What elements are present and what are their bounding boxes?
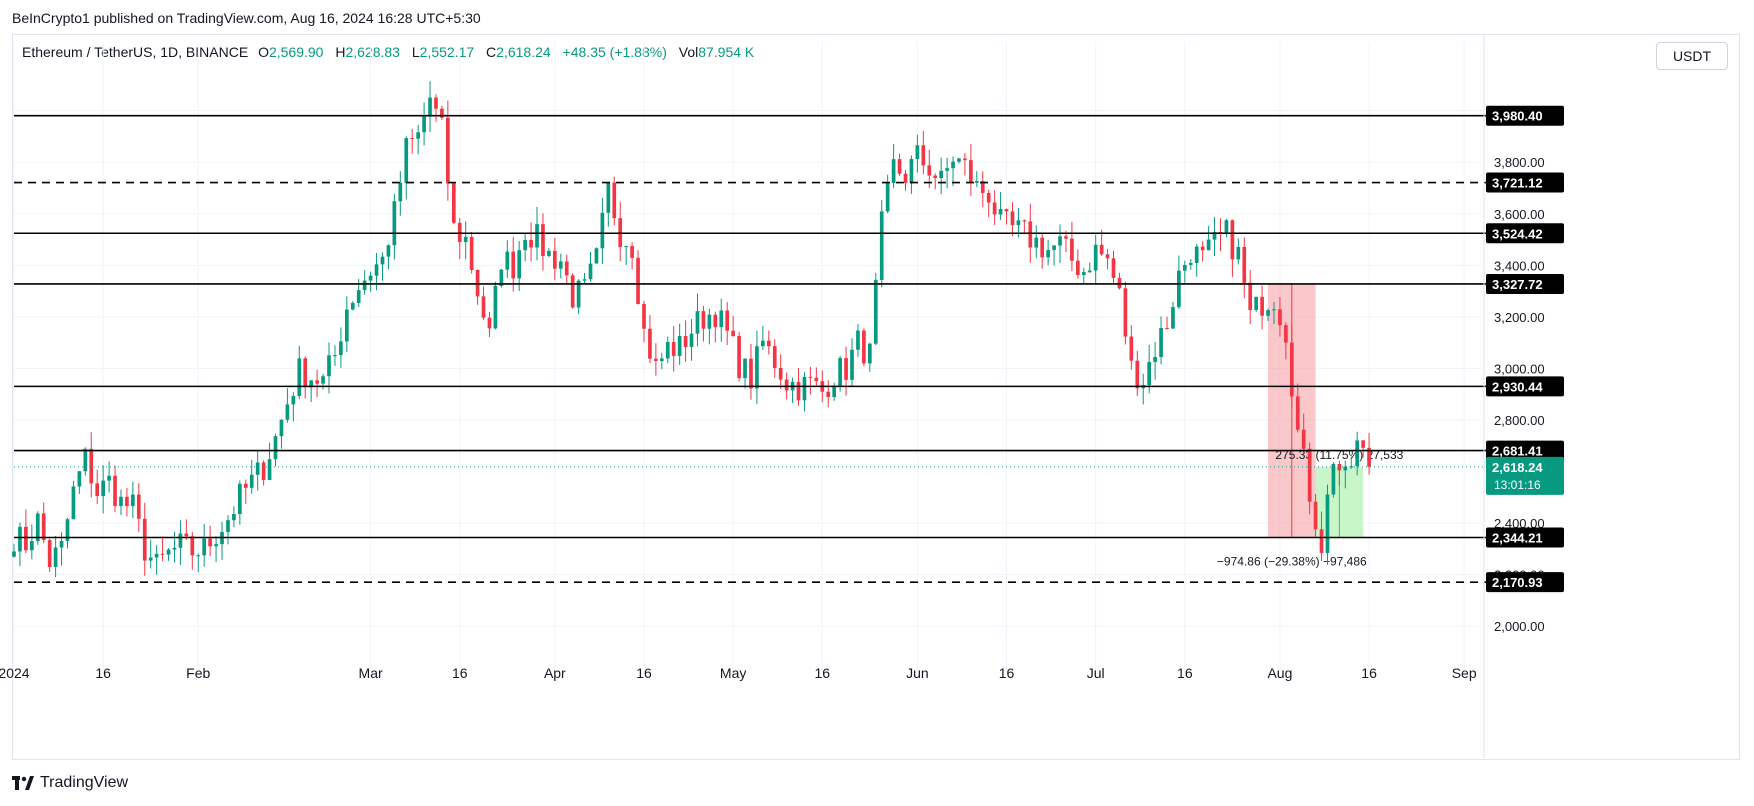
open-label: O <box>258 44 269 60</box>
tradingview-brand-name: TradingView <box>40 774 129 791</box>
tradingview-brand[interactable]: TradingView <box>12 774 128 792</box>
high-label: H <box>335 44 346 60</box>
open-value: 2,569.90 <box>268 44 324 60</box>
currency-button[interactable]: USDT <box>1656 42 1728 70</box>
change-value: +48.35 (+1.88%) <box>562 44 667 60</box>
symbol-title[interactable]: Ethereum / TetherUS, 1D, BINANCE <box>22 44 249 60</box>
tradingview-logo-icon <box>12 776 34 790</box>
volume-label: Vol <box>678 44 699 60</box>
publisher-line: BeInCrypto1 published on TradingView.com… <box>12 10 481 26</box>
chart-frame <box>12 34 1740 760</box>
low-label: L <box>411 44 420 60</box>
volume-value: 87.954 K <box>698 44 755 60</box>
ohlc-legend: Ethereum / TetherUS, 1D, BINANCE O2,569.… <box>22 44 762 60</box>
close-value: 2,618.24 <box>496 44 551 60</box>
high-value: 2,628.83 <box>345 44 400 60</box>
low-value: 2,552.17 <box>419 44 475 60</box>
close-label: C <box>486 44 497 60</box>
